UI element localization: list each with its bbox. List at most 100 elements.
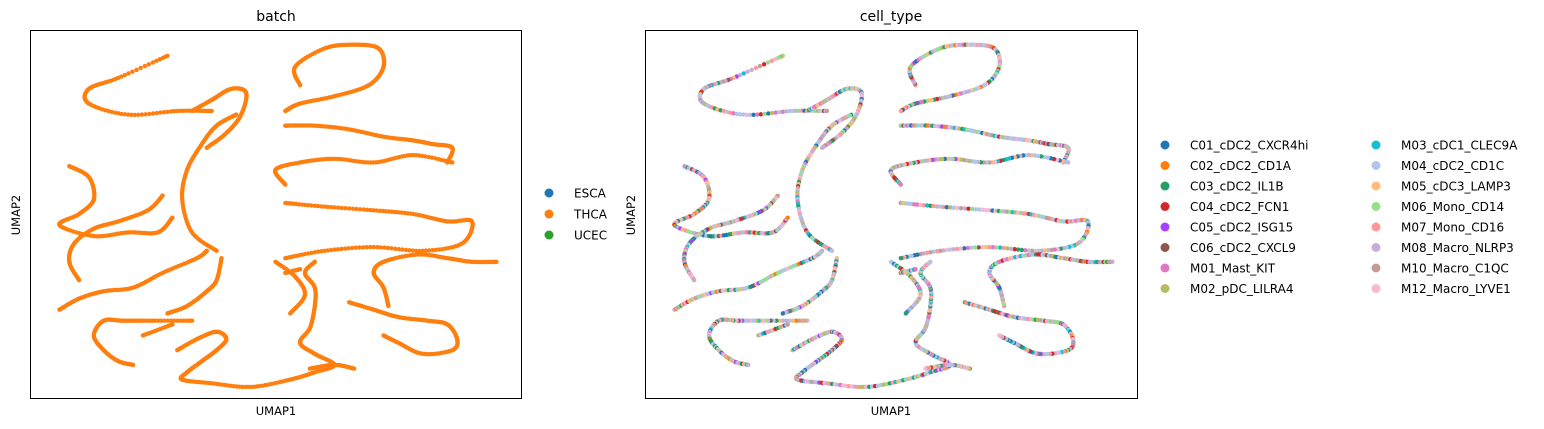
scatter-point <box>692 278 697 283</box>
scatter-point <box>745 69 750 74</box>
scatter-point <box>371 244 376 250</box>
scatter-point <box>737 72 743 78</box>
scatter-point <box>154 58 159 63</box>
legend-item: M08_Macro_NLRP3 <box>1371 241 1514 255</box>
scatter-point <box>154 110 159 116</box>
scatter-point <box>138 65 143 71</box>
scatter-point <box>747 112 753 118</box>
scatter-point <box>170 215 175 220</box>
scatter-point <box>785 322 790 327</box>
legend-marker <box>544 188 554 198</box>
scatter-point <box>157 57 163 62</box>
legend-label: C06_cDC2_CXCL9 <box>1190 241 1296 255</box>
legend-item: M01_Mast_KIT <box>1160 262 1276 276</box>
scatter-point <box>941 248 946 253</box>
scatter-point <box>168 109 174 114</box>
chart-title: batch <box>256 9 296 25</box>
scatter-point <box>980 207 985 212</box>
scatter-point <box>973 207 978 212</box>
plot-area-frame <box>30 30 522 399</box>
scatter-point <box>170 322 175 327</box>
scatter-point <box>343 206 348 211</box>
scatter-point <box>410 248 416 253</box>
scatter-point <box>426 154 431 160</box>
scatter-point <box>346 246 351 251</box>
scatter-point <box>965 245 970 251</box>
scatter-point <box>921 203 926 208</box>
legend: C01_cDC2_CXCR4hi C02_cDC2_CD1A C03_cDC2_IL… <box>1160 139 1518 296</box>
scatter-point <box>312 259 317 264</box>
scatter-point <box>1039 248 1045 253</box>
scatter-point <box>987 244 992 250</box>
scatter-point <box>976 245 981 250</box>
scatter-point <box>903 311 908 316</box>
scatter-point <box>378 245 383 250</box>
legend-marker <box>1160 181 1170 191</box>
scatter-point <box>944 247 949 253</box>
scatter-point <box>1008 246 1014 251</box>
scatter-point <box>777 318 782 323</box>
scatter-point <box>1052 247 1057 252</box>
legend-item: C05_cDC2_ISG15 <box>1160 221 1293 235</box>
legend-marker <box>544 230 554 240</box>
scatter-point <box>364 207 370 212</box>
scatter-point <box>934 249 940 254</box>
scatter-point <box>1026 248 1031 253</box>
scatter-point <box>312 250 317 255</box>
scatter-point <box>1046 248 1051 253</box>
scatter-point <box>1035 153 1041 159</box>
legend-label: M04_cDC2_CD1C <box>1401 159 1504 173</box>
scatter-point <box>429 155 435 160</box>
scatter-point <box>361 207 366 212</box>
scatter-point <box>984 207 989 213</box>
scatter-point <box>969 245 974 250</box>
scatter-point <box>119 111 124 117</box>
scatter-point <box>309 250 314 255</box>
scatter-point <box>918 202 923 208</box>
scatter-point <box>329 205 334 210</box>
legend-marker <box>1371 202 1381 211</box>
scatter-point <box>335 247 341 252</box>
scatter-point <box>353 245 358 250</box>
scatter-point <box>147 111 152 117</box>
legend-marker <box>1371 161 1381 170</box>
legend-item: M07_Mono_CD16 <box>1371 221 1504 235</box>
scatter-point <box>773 110 778 115</box>
scatter-point <box>746 362 751 368</box>
scatter-point <box>928 259 933 264</box>
scatter-point <box>790 318 795 323</box>
scatter-point <box>130 69 135 74</box>
scatter-point <box>122 112 128 117</box>
legend-label: M05_cDC3_LAMP3 <box>1401 180 1511 194</box>
legend-item: M12_Macro_LYVE1 <box>1371 282 1511 296</box>
scatter-point <box>319 204 324 209</box>
scatter-point <box>962 206 967 211</box>
scatter-point <box>948 205 953 210</box>
scatter-point <box>749 67 754 73</box>
scatter-point <box>762 111 767 117</box>
scatter-point <box>354 206 359 212</box>
scatter-point <box>1005 246 1010 251</box>
scatter-point <box>126 71 131 76</box>
scatter-point <box>972 245 978 250</box>
scatter-point <box>325 204 330 210</box>
legend: ESCA THCA UCEC <box>544 187 608 243</box>
scatter-point <box>427 248 432 253</box>
scatter-point <box>178 318 183 323</box>
scatter-point <box>980 245 985 250</box>
scatter-point <box>297 267 303 272</box>
scatter-point <box>1029 248 1035 253</box>
scatter-point <box>336 205 341 210</box>
scatter-point <box>962 246 967 251</box>
scatter-point <box>1019 247 1024 253</box>
legend-label: M01_Mast_KIT <box>1190 262 1276 276</box>
scatter-point <box>109 109 115 115</box>
scatter-point <box>389 246 394 251</box>
scatter-point <box>990 245 996 250</box>
scatter-point <box>757 63 763 69</box>
x-axis-label: UMAP1 <box>256 404 296 418</box>
legend-marker <box>1371 263 1381 273</box>
scatter-point <box>130 362 136 368</box>
scatter-point <box>913 267 918 272</box>
